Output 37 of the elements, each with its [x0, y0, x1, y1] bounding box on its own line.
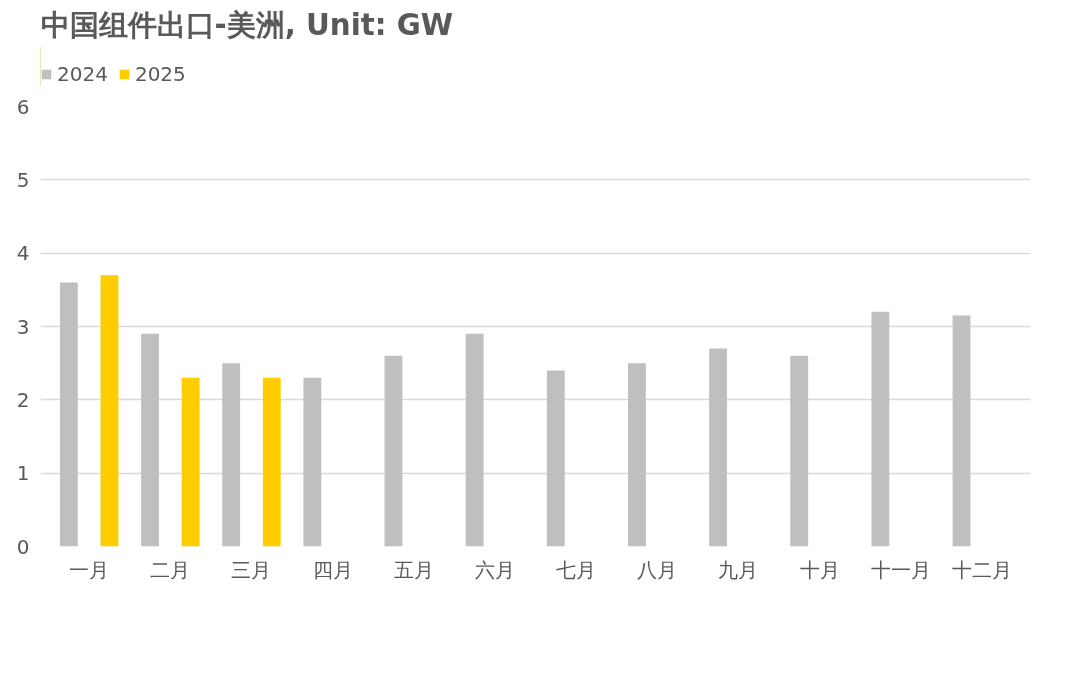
bar [790, 355, 809, 547]
x-tick-label: 十一月 [870, 557, 931, 582]
legend-label: 2025 [134, 62, 186, 86]
x-tick-label: 三月 [231, 557, 272, 582]
bar [384, 355, 403, 547]
bar [465, 333, 484, 547]
bar [262, 377, 281, 547]
x-tick-label: 八月 [637, 557, 678, 582]
bar [100, 275, 119, 547]
bar [871, 311, 890, 547]
bar [628, 363, 646, 547]
bar [141, 333, 159, 547]
bar [546, 370, 565, 547]
x-tick-label: 二月 [150, 557, 191, 582]
chart-title: 中国组件出口-美洲, Unit: GW [40, 7, 454, 42]
y-tick-label: 4 [16, 241, 30, 266]
x-tick-label: 一月 [69, 557, 110, 582]
bar [222, 363, 241, 547]
x-tick-label: 十月 [799, 557, 840, 582]
y-tick-label: 2 [16, 387, 30, 412]
x-tick-label: 四月 [312, 557, 353, 582]
x-tick-label: 五月 [393, 557, 434, 582]
x-tick-label: 七月 [556, 557, 597, 582]
x-tick-label: 十二月 [951, 557, 1012, 582]
bar [709, 348, 728, 547]
x-tick-label: 九月 [718, 557, 759, 582]
bar [181, 377, 200, 547]
bar [303, 377, 322, 547]
legend-label: 2024 [57, 62, 108, 86]
y-tick-label: 6 [16, 94, 30, 119]
x-tick-label: 六月 [474, 557, 515, 582]
y-tick-label: 1 [16, 461, 30, 486]
y-tick-label: 0 [16, 534, 30, 559]
bar [59, 282, 78, 547]
y-tick-label: 3 [16, 314, 30, 339]
y-tick-label: 5 [16, 167, 30, 192]
bar [952, 315, 971, 547]
